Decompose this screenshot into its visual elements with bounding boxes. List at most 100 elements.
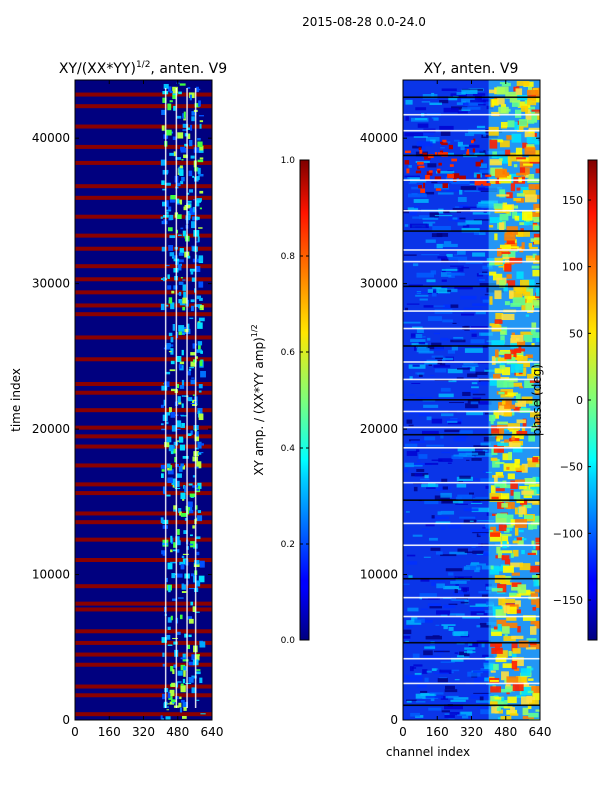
phase-texture-cell: [479, 163, 488, 169]
phase-texture-cell: [441, 478, 448, 483]
phase-texture-cell: [409, 439, 420, 442]
phase-flagged-row: [403, 704, 540, 707]
phase-texture-cell: [453, 697, 469, 700]
amplitude-flagged-row: [75, 357, 212, 362]
phase-texture-cell: [444, 429, 461, 433]
phase-band-cell: [496, 378, 508, 388]
phase-band-cell: [513, 491, 521, 500]
amplitude-flagged-row: [75, 662, 212, 667]
phase-texture-cell: [422, 221, 436, 224]
phase-band-cell: [512, 682, 524, 692]
phase-texture-cell: [437, 256, 448, 259]
phase-band-cell: [509, 382, 523, 387]
amplitude-band-cell: [190, 573, 196, 577]
phase-band-cell: [525, 174, 529, 178]
amp-x-tick-label: 480: [166, 725, 189, 739]
phase-band-cell: [505, 149, 511, 156]
phase-texture-cell: [409, 666, 414, 672]
phase-texture-cell: [475, 455, 493, 457]
phase-texture-cell: [469, 330, 477, 333]
phase-texture-cell: [447, 614, 456, 618]
phase-band-cell: [530, 643, 540, 650]
phase-flagged-row: [403, 310, 540, 312]
phase-band-cell: [515, 393, 521, 403]
amplitude-band-cell: [170, 348, 174, 355]
phase-texture-cell: [403, 635, 411, 639]
phase-band-cell: [519, 361, 530, 368]
phase-band-cell: [525, 314, 530, 317]
phase-hot-spot: [441, 152, 449, 157]
amplitude-band-cell: [199, 305, 204, 311]
phase-texture-cell: [441, 357, 454, 361]
phase-texture-cell: [446, 272, 461, 276]
phase-texture-cell: [412, 216, 420, 219]
phase-texture-cell: [461, 144, 480, 148]
phase-texture-cell: [440, 387, 451, 392]
phase-band-cell: [496, 546, 501, 554]
phase-hot-spot: [435, 188, 442, 191]
phase-texture-cell: [466, 411, 484, 416]
phase-band-cell: [503, 635, 516, 642]
amplitude-band-cell: [188, 483, 193, 486]
amplitude-band-cell: [169, 214, 174, 221]
phase-band-cell: [530, 411, 540, 418]
phase-texture-cell: [453, 591, 470, 595]
amplitude-band-cell: [173, 151, 176, 157]
amp-y-tick-label: 20000: [32, 422, 70, 436]
amplitude-band-cell: [169, 252, 175, 257]
phase-texture-cell: [467, 373, 478, 378]
amplitude-band-cell: [195, 536, 201, 540]
amplitude-band-cell: [189, 139, 193, 147]
amplitude-band-cell: [181, 349, 184, 356]
phase-band-cell: [531, 367, 540, 377]
amplitude-band-cell: [175, 536, 180, 543]
phase-texture-cell: [415, 333, 423, 339]
phase-band-cell: [511, 101, 520, 107]
phase-texture-cell: [475, 371, 488, 376]
phase-texture-cell: [478, 401, 492, 405]
phase-texture-cell: [431, 582, 436, 586]
phase-texture-cell: [483, 470, 490, 473]
phase-band-cell: [516, 498, 524, 504]
amplitude-band-cell: [165, 371, 171, 375]
phase-texture-cell: [412, 263, 419, 267]
phase-texture-cell: [425, 635, 442, 640]
phase-band-cell: [535, 392, 540, 396]
amplitude-band-cell: [166, 211, 169, 215]
phase-band-cell: [519, 485, 527, 490]
amplitude-band-cell: [176, 428, 181, 430]
amplitude-band-cell: [197, 322, 203, 329]
amplitude-band-cell: [188, 170, 193, 177]
phase-band-cell: [510, 519, 516, 526]
ph-x-tick-label: 480: [494, 725, 517, 739]
phase-texture-cell: [427, 289, 434, 293]
amplitude-flagged-row: [75, 184, 212, 189]
amplitude-band-cell: [179, 696, 182, 700]
phase-hot-spot: [451, 158, 458, 162]
phase-band-cell: [514, 109, 522, 118]
amplitude-band-cell: [190, 270, 194, 275]
phase-texture-cell: [406, 419, 413, 424]
phase-texture-cell: [405, 99, 413, 105]
phase-hot-spot: [418, 147, 422, 151]
amplitude-flagged-row: [75, 693, 212, 698]
phase-texture-cell: [440, 131, 451, 136]
phase-band-cell: [501, 503, 508, 508]
phase-band-cell: [501, 313, 515, 321]
amplitude-band-cell: [192, 175, 195, 178]
phase-texture-cell: [482, 271, 488, 274]
phase-texture-cell: [410, 339, 426, 343]
phase-band-cell: [517, 230, 530, 237]
phase-texture-cell: [418, 373, 423, 377]
phase-texture-cell: [472, 93, 486, 96]
amplitude-blank-channel: [186, 88, 188, 708]
amplitude-band-cell: [173, 509, 177, 512]
phase-texture-cell: [453, 631, 469, 637]
phase-band-cell: [531, 265, 540, 269]
phase-texture-cell: [460, 145, 465, 151]
phase-band-cell: [512, 297, 526, 306]
amplitude-band-cell: [176, 182, 181, 187]
phase-texture-cell: [475, 603, 495, 607]
amplitude-band-cell: [199, 641, 206, 648]
amplitude-band-cell: [167, 227, 173, 232]
